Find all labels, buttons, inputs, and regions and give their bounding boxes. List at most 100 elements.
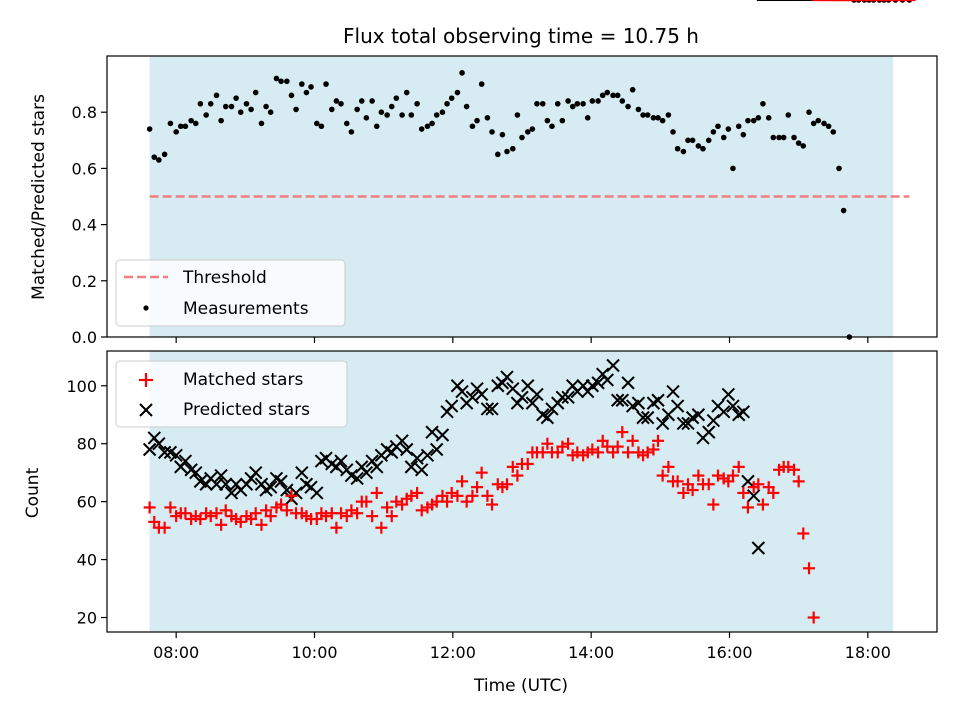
chart-title: Flux total observing time = 10.75 h [343,24,699,48]
measurement-point [213,92,220,99]
x-tick-label: 18:00 [845,643,891,662]
matched-star-point [381,501,394,514]
predicted-star-point [263,480,278,494]
measurement-point [228,103,235,110]
measurement-point [146,126,153,132]
matched-star-point [592,446,605,459]
measurement-point [629,86,636,93]
measurement-point [499,131,506,138]
matched-star-point [215,518,228,531]
measurement-point [705,137,712,144]
matched-star-point [249,507,262,520]
matched-star-point [441,495,454,508]
matched-star-point [601,440,614,453]
measurement-point [580,100,586,107]
measurement-point [665,112,672,118]
measurement-point [192,120,199,127]
measurement-point [644,112,651,118]
matched-star-point [345,504,358,517]
predicted-star-point [736,405,751,419]
predicted-star-point [429,442,444,457]
matched-star-point [586,443,599,456]
matched-star-point [541,437,554,450]
measurement-point [780,134,787,141]
measurement-point [188,117,194,124]
predicted-star-point [152,436,166,451]
matched-star-point [616,426,629,439]
measurement-point [740,131,747,138]
matched-star-point [234,515,247,528]
matched-star-point [351,507,364,520]
measurement-point [725,126,732,132]
ratio-axes-frame [106,55,938,338]
measurement-point [529,126,536,132]
predicted-star-point [676,416,691,431]
measurement-point [333,98,340,104]
matched-star-point [481,489,494,502]
predicted-star-point [400,442,414,457]
measurement-point [830,129,837,135]
measurement-point [478,81,485,87]
measurement-point [314,120,320,127]
measurement-point [252,89,259,96]
matched-star-point [158,521,171,534]
matched-star-point [445,486,458,499]
measurement-point [424,123,431,130]
predicted-star-point [455,384,469,399]
measurement-point [685,137,691,144]
matched-star-point [415,504,428,517]
measurement-point [197,100,204,107]
measurement-point [534,100,540,107]
measurement-point [408,112,415,118]
measurement-point [670,129,676,135]
measurement-point [403,89,410,96]
matched-star-point [726,469,739,482]
measurement-point [730,165,736,172]
ratio-y-tick-label: 0.2 [72,272,97,291]
matched-star-point [366,510,379,523]
measurement-point [674,145,681,152]
measurement-point [484,115,491,121]
ratio-panel: 0.00.20.40.60.8 Matched/Predicted stars … [29,0,938,347]
measurement-point [433,112,440,118]
measurement-point [303,89,310,96]
measurement-point [328,106,335,113]
matched-star-point [611,440,624,453]
measurement-point [299,81,305,87]
predicted-star-point [415,463,429,477]
measurement-point [378,109,385,115]
measurement-point [218,117,224,124]
predicted-star-point [540,410,555,425]
predicted-star-point [189,465,203,480]
matched-star-point [385,510,398,523]
predicted-star-point [751,541,766,555]
legend-predicted-swatch [139,403,153,417]
predicted-star-point [530,387,544,402]
matched-star-point [803,562,816,575]
measurement-point [414,100,420,107]
measurement-point [659,117,666,124]
measurement-point [815,117,822,124]
predicted-star-point [706,413,721,428]
measurement-point [584,115,591,121]
predicted-star-point [224,486,239,500]
matched-star-point [686,484,699,497]
ratio-legend: Threshold Measurements [115,259,346,327]
measurement-point [173,129,179,135]
measurement-point [800,143,807,149]
count-y-tick-label: 100 [66,377,97,396]
legend-threshold-label: Threshold [182,268,267,288]
ratio-y-ticks: 0.0 0.2 0.4 0.6 0.8 [72,103,107,347]
measurement-point [619,98,626,104]
predicted-star-point [640,410,655,425]
x-tick-label: 12:00 [430,643,476,662]
matched-star-point [732,460,745,473]
matched-star-point [788,463,801,476]
matched-star-point [204,510,217,523]
measurement-point [474,117,480,124]
x-tick-label: 16:00 [706,643,752,662]
count-legend: Matched stars Predicted stars [115,360,348,428]
measurement-point [161,151,168,158]
matched-star-point [677,486,690,499]
